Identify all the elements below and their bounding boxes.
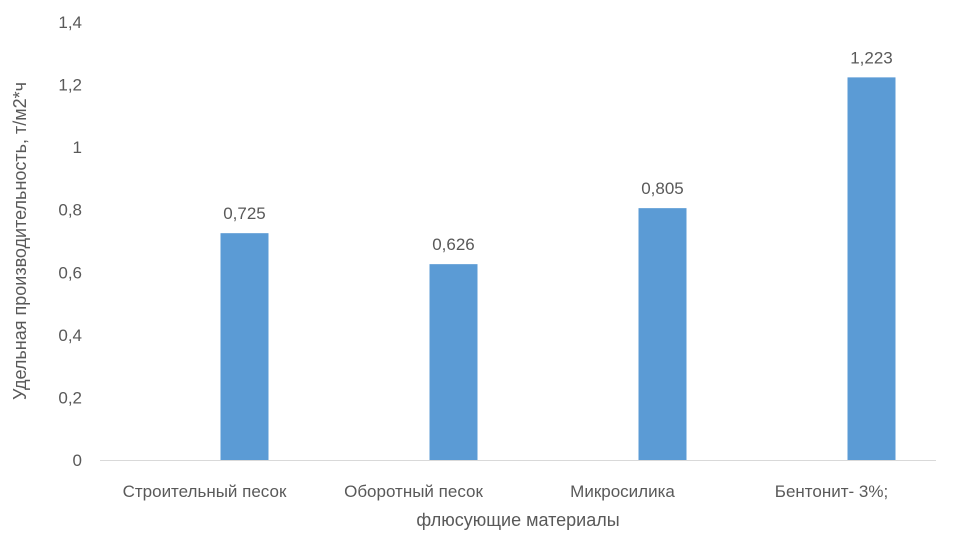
- y-axis-ticks: 0 0,2 0,4 0,6 0,8 1 1,2 1,4: [58, 13, 82, 470]
- x-tick-label: Строительный песок: [123, 482, 287, 501]
- y-tick-label: 1: [73, 138, 82, 157]
- bars-group: [220, 77, 896, 460]
- y-tick-label: 0,2: [58, 388, 82, 407]
- data-label: 1,223: [850, 48, 893, 67]
- data-label: 0,805: [641, 179, 684, 198]
- y-axis-label: Удельная производительность, т/м2*ч: [10, 82, 30, 400]
- data-labels-group: 0,725 0,626 0,805 1,223: [223, 48, 893, 254]
- y-tick-label: 0,8: [58, 201, 82, 220]
- data-label: 0,626: [432, 235, 475, 254]
- bar: [220, 233, 269, 460]
- x-tick-label: Микросилика: [570, 482, 675, 501]
- bar: [847, 77, 896, 460]
- y-tick-label: 1,2: [58, 76, 82, 95]
- bar: [638, 208, 687, 460]
- y-tick-label: 0,6: [58, 263, 82, 282]
- data-label: 0,725: [223, 204, 266, 223]
- x-axis-ticks: Строительный песок Оборотный песок Микроси…: [123, 482, 889, 501]
- y-tick-label: 0,4: [58, 326, 82, 345]
- x-tick-label: Бентонит- 3%;: [775, 482, 888, 501]
- x-axis-label: флюсующие материалы: [416, 510, 619, 530]
- x-tick-label: Оборотный песок: [344, 482, 483, 501]
- y-tick-label: 0: [73, 451, 82, 470]
- bar: [429, 264, 478, 460]
- y-tick-label: 1,4: [58, 13, 82, 32]
